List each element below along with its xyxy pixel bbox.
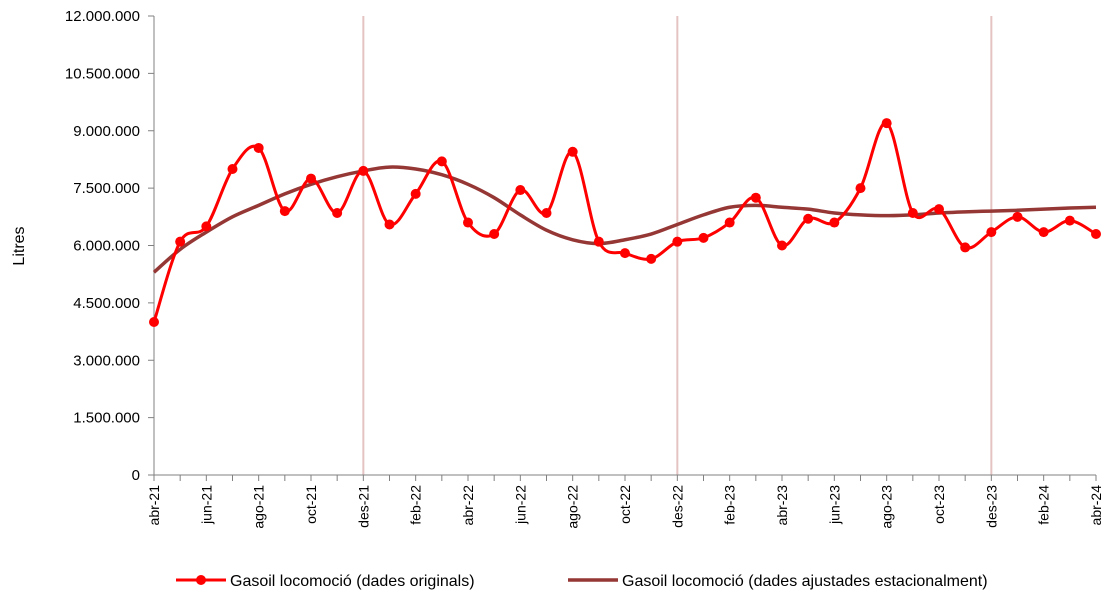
data-point [175, 236, 186, 247]
data-point [201, 221, 212, 232]
data-point [881, 118, 892, 129]
legend-marker-original [196, 575, 206, 585]
data-point [724, 217, 735, 228]
x-tick-label: jun-21 [198, 485, 214, 525]
data-point [934, 204, 944, 215]
x-tick-label: feb-22 [408, 485, 424, 525]
data-point [253, 142, 264, 153]
data-point [489, 229, 500, 240]
x-tick-label: ago-21 [251, 485, 267, 529]
y-tick-label: 3.000.000 [73, 352, 140, 369]
x-tick-label: des-23 [983, 485, 999, 528]
data-point [227, 164, 238, 174]
data-point [384, 219, 395, 230]
x-tick-label: feb-24 [1036, 485, 1052, 525]
data-point [750, 192, 761, 203]
x-tick-label: ago-22 [565, 485, 581, 529]
data-point [149, 317, 159, 327]
data-point [463, 217, 473, 228]
data-point [332, 207, 343, 218]
x-tick-label: abr-23 [774, 485, 790, 526]
data-point [1012, 211, 1023, 222]
y-tick-label: 9.000.000 [73, 123, 140, 140]
data-point [567, 146, 578, 157]
y-tick-label: 6.000.000 [73, 238, 140, 255]
y-tick-label: 1.500.000 [73, 410, 140, 427]
y-tick-label: 0 [132, 467, 140, 484]
y-axis-title: Litres [11, 226, 28, 265]
data-point [358, 165, 369, 176]
data-point [855, 183, 866, 194]
data-point [279, 206, 290, 217]
x-tick-label: jun-22 [512, 485, 528, 525]
data-point [803, 213, 814, 224]
series-line-original [152, 121, 1097, 323]
x-tick-label: des-21 [355, 485, 371, 528]
data-point [436, 156, 447, 167]
axes: 0 1.500.000 3.000.000 4.500.000 6.000.000 7.5… [65, 8, 1104, 529]
data-point [829, 217, 840, 228]
x-tick-label: feb-23 [722, 485, 738, 525]
data-point [515, 185, 526, 196]
legend-label-adjusted: Gasoil locomoció (dades ajustades estaci… [622, 573, 988, 590]
y-tick-label: 12.000.000 [65, 8, 140, 25]
data-point [306, 173, 316, 184]
data-point [1091, 229, 1101, 240]
x-tick-label: ago-23 [879, 485, 895, 529]
series-layer [149, 118, 1101, 327]
data-point [698, 232, 709, 243]
x-tick-label: oct-21 [303, 485, 319, 524]
data-point [907, 207, 918, 218]
legend: Gasoil locomoció (dades originals) Gasoil… [176, 573, 988, 590]
x-tick-label: jun-23 [826, 485, 842, 525]
data-point [777, 240, 787, 251]
data-point [620, 248, 630, 259]
y-tick-label: 4.500.000 [73, 295, 140, 312]
data-point [960, 242, 971, 253]
data-point [672, 236, 683, 247]
x-tick-label: abr-22 [460, 485, 476, 526]
x-tick-label: abr-21 [146, 485, 162, 526]
data-point [1064, 215, 1075, 226]
data-point [1038, 227, 1049, 238]
x-tick-label: oct-22 [617, 485, 633, 524]
y-tick-label: 7.500.000 [73, 180, 140, 197]
data-point [593, 236, 604, 247]
data-point [541, 207, 552, 218]
x-tick-label: oct-23 [931, 485, 947, 524]
y-tick-label: 10.500.000 [65, 65, 140, 82]
data-point [646, 253, 657, 264]
data-point [986, 227, 997, 238]
x-tick-label: abr-24 [1088, 485, 1104, 526]
legend-label-original: Gasoil locomoció (dades originals) [230, 573, 475, 590]
data-point [410, 188, 421, 199]
x-tick-label: des-22 [669, 485, 685, 528]
